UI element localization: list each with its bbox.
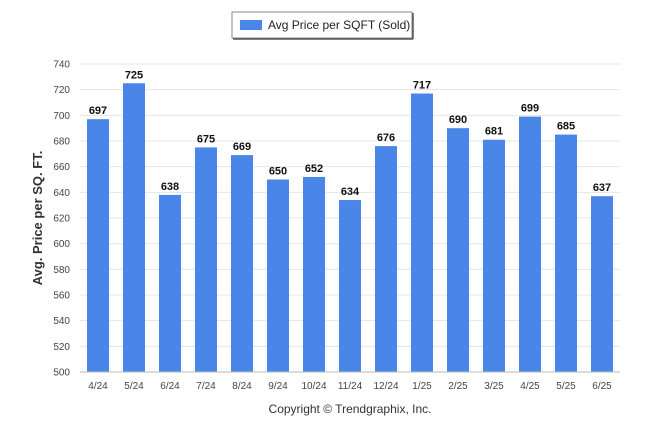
bar-6/24 — [159, 194, 181, 372]
bars — [87, 83, 613, 373]
bar-9/24 — [267, 179, 289, 372]
bar-2/25 — [447, 128, 469, 372]
bar-7/24 — [195, 147, 217, 372]
y-tick-label: 560 — [53, 291, 70, 302]
bar-8/24 — [231, 155, 253, 372]
y-tick-label: 580 — [53, 265, 70, 276]
y-tick-label: 660 — [53, 162, 70, 173]
y-tick-label: 520 — [53, 342, 70, 353]
x-tick-label: 3/25 — [484, 381, 504, 392]
x-tick-label: 10/24 — [301, 381, 326, 392]
x-tick-label: 7/24 — [196, 381, 216, 392]
bar-1/25 — [411, 93, 433, 373]
legend: Avg Price per SQFT (Sold) — [231, 11, 414, 40]
data-label: 690 — [449, 114, 467, 126]
data-label: 638 — [161, 181, 179, 193]
x-axis-ticks: 4/24 5/24 6/24 7/24 8/24 9/24 10/24 11/24 12/24 1… — [88, 381, 612, 392]
bar-4/24 — [87, 119, 109, 372]
x-tick-label: 1/25 — [412, 381, 432, 392]
bar-4/25 — [519, 116, 541, 372]
data-label: 685 — [557, 121, 575, 133]
y-tick-label: 720 — [53, 85, 70, 96]
y-tick-label: 500 — [53, 368, 70, 379]
data-label: 634 — [341, 186, 360, 198]
y-tick-label: 600 — [53, 239, 70, 250]
data-labels: 697 725 638 675 669 650 652 634 676 717 690 681 699 6… — [89, 69, 611, 198]
data-label: 652 — [305, 163, 323, 175]
data-label: 669 — [233, 141, 251, 153]
bar-12/24 — [375, 146, 397, 372]
y-tick-label: 620 — [53, 214, 70, 225]
x-tick-label: 2/25 — [448, 381, 468, 392]
y-tick-label: 540 — [53, 316, 70, 327]
y-axis-label: Avg. Price per SQ. FT. — [30, 151, 45, 286]
data-label: 650 — [269, 166, 287, 178]
data-label: 699 — [521, 103, 539, 115]
data-label: 637 — [593, 182, 611, 194]
x-tick-label: 12/24 — [373, 381, 398, 392]
y-tick-label: 700 — [53, 111, 70, 122]
y-tick-label: 680 — [53, 137, 70, 148]
x-tick-label: 11/24 — [338, 381, 363, 392]
data-label: 675 — [197, 133, 215, 145]
data-label: 725 — [125, 69, 143, 81]
x-tick-label: 5/25 — [556, 381, 576, 392]
data-label: 676 — [377, 132, 395, 144]
y-axis-ticks: 500 520 540 560 580 600 620 640 660 680 700 720 740 — [53, 60, 70, 379]
data-label: 717 — [413, 80, 431, 92]
y-tick-label: 740 — [53, 60, 70, 71]
x-tick-label: 4/24 — [88, 381, 108, 392]
bar-11/24 — [339, 200, 361, 372]
x-tick-label: 5/24 — [124, 381, 144, 392]
copyright-footer: Copyright © Trendgraphix, Inc. — [269, 402, 432, 416]
bar-3/25 — [483, 139, 505, 372]
bar-10/24 — [303, 176, 325, 372]
bar-5/25 — [555, 134, 577, 372]
legend-label: Avg Price per SQFT (Sold) — [268, 18, 410, 32]
x-tick-label: 9/24 — [268, 381, 288, 392]
legend-swatch — [240, 20, 262, 30]
bar-5/24 — [123, 83, 145, 372]
x-tick-label: 6/24 — [160, 381, 180, 392]
x-tick-label: 8/24 — [232, 381, 252, 392]
x-tick-label: 4/25 — [520, 381, 540, 392]
bar-6/25 — [591, 196, 613, 372]
data-label: 681 — [485, 126, 503, 138]
y-tick-label: 640 — [53, 188, 70, 199]
data-label: 697 — [89, 105, 107, 117]
x-tick-label: 6/25 — [592, 381, 612, 392]
